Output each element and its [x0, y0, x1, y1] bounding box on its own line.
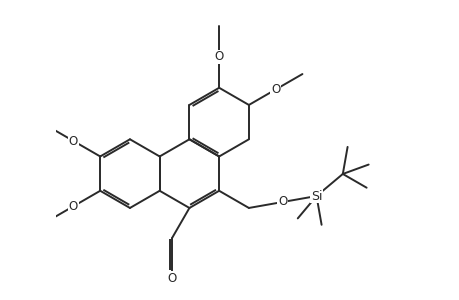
- Text: O: O: [167, 272, 177, 285]
- Text: Si: Si: [310, 190, 322, 202]
- Text: O: O: [214, 50, 223, 63]
- Text: O: O: [270, 83, 280, 96]
- Text: O: O: [69, 200, 78, 213]
- Text: O: O: [278, 196, 287, 208]
- Text: O: O: [69, 134, 78, 148]
